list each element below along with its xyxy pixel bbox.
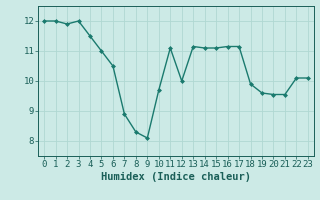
- X-axis label: Humidex (Indice chaleur): Humidex (Indice chaleur): [101, 172, 251, 182]
